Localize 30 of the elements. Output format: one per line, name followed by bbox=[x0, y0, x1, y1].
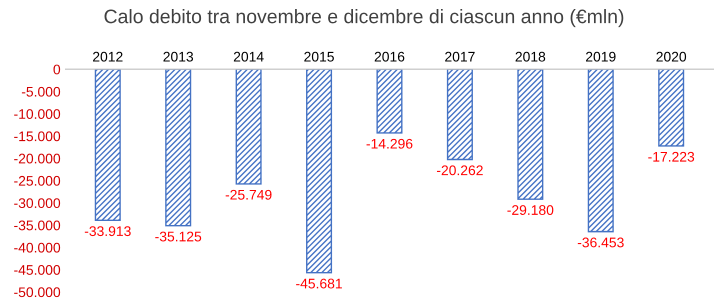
x-tick-label: 2016 bbox=[374, 52, 404, 62]
y-tick-label: -25.000 bbox=[14, 176, 60, 186]
y-tick-label: -45.000 bbox=[14, 265, 60, 275]
x-tick-label: 2017 bbox=[445, 52, 475, 62]
y-tick-label: -35.000 bbox=[14, 220, 60, 230]
chart-title: Calo debito tra novembre e dicembre di ciascun anno (€mln) bbox=[104, 9, 624, 28]
data-label: -20.262 bbox=[436, 165, 483, 176]
x-tick-label: 2014 bbox=[234, 52, 264, 62]
data-label: -17.223 bbox=[648, 152, 694, 162]
y-tick-label: -50.000 bbox=[14, 287, 60, 298]
data-label: -25.749 bbox=[226, 190, 272, 200]
x-tick-label: 2018 bbox=[516, 52, 546, 62]
x-tick-label: 2015 bbox=[304, 52, 334, 62]
y-tick-label: -30.000 bbox=[14, 198, 60, 208]
x-tick-label: 2012 bbox=[93, 52, 123, 62]
y-tick-label: 0 bbox=[53, 64, 60, 74]
data-label: -36.453 bbox=[578, 238, 624, 248]
y-tick-label: -10.000 bbox=[14, 109, 60, 119]
x-tick-label: 2013 bbox=[163, 52, 194, 62]
x-tick-label: 2019 bbox=[586, 52, 616, 62]
x-tick-label: 2020 bbox=[656, 52, 686, 62]
y-tick-label: -5.000 bbox=[22, 86, 60, 97]
data-label: -14.296 bbox=[366, 138, 412, 149]
y-tick-label: -15.000 bbox=[14, 131, 60, 142]
data-label: -35.125 bbox=[155, 232, 202, 242]
y-tick-label: -40.000 bbox=[14, 242, 60, 253]
data-label: -45.681 bbox=[296, 278, 342, 288]
y-tick-label: -20.000 bbox=[14, 154, 60, 164]
data-label: -33.913 bbox=[84, 226, 131, 236]
data-label: -29.180 bbox=[507, 205, 554, 215]
